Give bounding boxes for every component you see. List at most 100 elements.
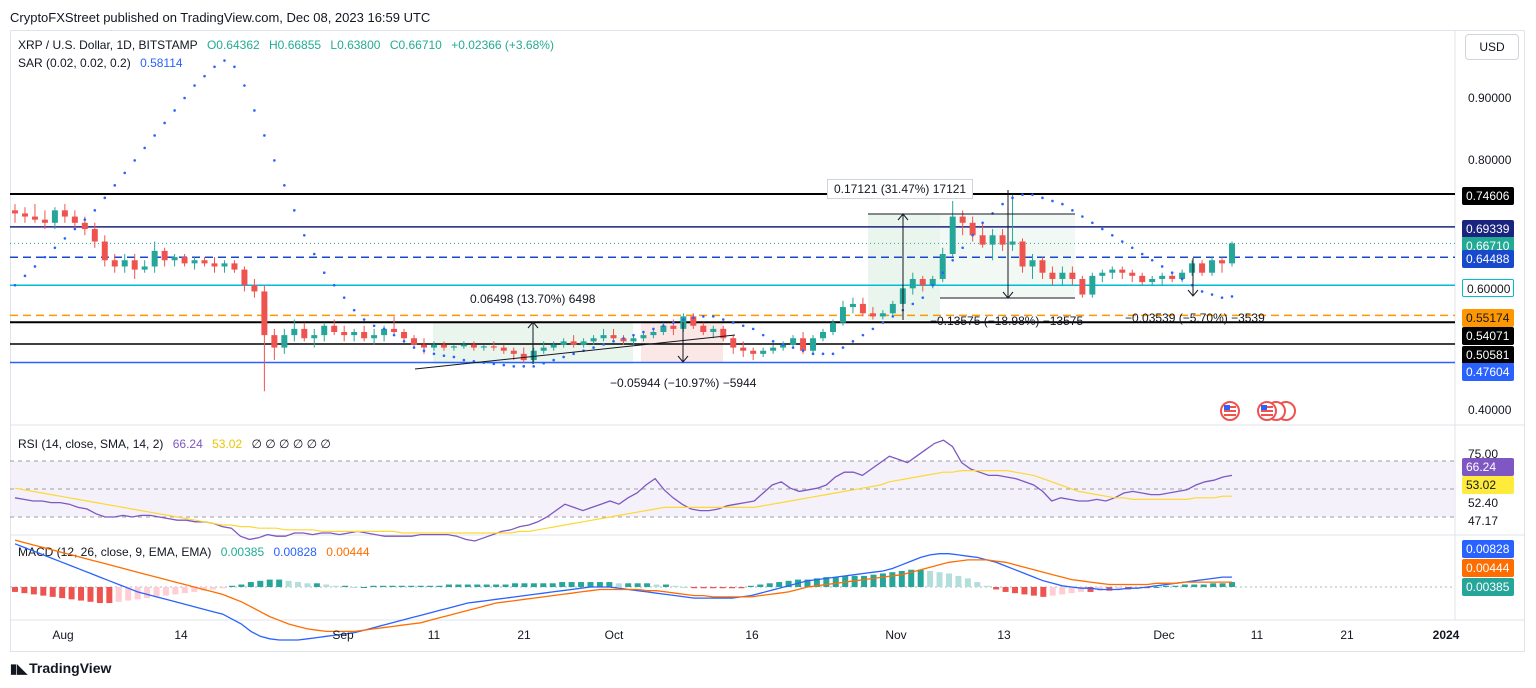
rsi-legend[interactable]: RSI (14, close, SMA, 14, 2) 66.24 53.02 … <box>18 437 337 451</box>
macd-hist-bar <box>59 587 66 599</box>
candle-body <box>1189 263 1196 273</box>
candle <box>650 328 657 339</box>
macd-hist-bar <box>653 584 660 587</box>
sar-dot <box>93 209 97 212</box>
candle-body <box>530 350 537 361</box>
sar-dot <box>711 315 715 318</box>
candle-body <box>570 341 577 345</box>
candle-body <box>490 346 497 348</box>
candle <box>1069 266 1076 286</box>
sar-dot <box>951 258 954 262</box>
macd-hist-bar <box>1181 584 1188 587</box>
candle <box>710 325 717 339</box>
candle-body <box>1209 260 1216 273</box>
sar-dot <box>542 361 545 365</box>
candle-body <box>301 328 308 339</box>
candle <box>560 338 567 348</box>
candle-body <box>480 346 487 348</box>
macd-hist-bar <box>1200 584 1207 587</box>
macd-hist-bar <box>228 585 235 587</box>
price-tag: 0.47604 <box>1462 363 1514 381</box>
candle-body <box>311 335 318 339</box>
candle-body <box>919 278 926 286</box>
candle <box>530 347 537 364</box>
tradingview-logo[interactable]: ▮◣ TradingView <box>10 660 111 677</box>
candle-body <box>1179 272 1186 279</box>
sar-dot <box>811 352 815 356</box>
macd-hist-bar <box>549 583 556 587</box>
candle-body <box>510 350 517 354</box>
candle <box>191 257 198 270</box>
sar-dot <box>1120 240 1124 243</box>
candle-body <box>1149 278 1156 283</box>
candle-body <box>750 350 757 354</box>
candle-body <box>1229 243 1235 264</box>
sar-dot <box>1031 193 1034 197</box>
macd-hist-bar <box>153 587 160 597</box>
candle <box>730 335 737 354</box>
candle-body <box>1039 260 1046 273</box>
currency-button[interactable]: USD <box>1465 34 1519 60</box>
chart-frame <box>10 30 1525 652</box>
sar-dot <box>761 333 765 337</box>
candle-body <box>820 332 827 339</box>
change-value: +0.02366 (+3.68%) <box>451 38 554 52</box>
rsi-lines <box>14 439 1233 542</box>
symbol-label[interactable]: XRP / U.S. Dollar, 1D, BITSTAMP <box>18 38 198 52</box>
macd-legend[interactable]: MACD (12, 26, close, 9, EMA, EMA) 0.0038… <box>18 545 376 559</box>
sar-dot <box>432 352 436 356</box>
candle-body <box>131 260 138 270</box>
sar-dot <box>821 352 825 356</box>
macd-hist-bar <box>955 575 962 587</box>
candle <box>510 347 517 361</box>
macd-hist-bar <box>313 583 320 587</box>
macd-hist-bar <box>30 587 37 595</box>
sar-dot <box>183 96 186 100</box>
sar-dot <box>412 346 416 349</box>
x-tick: 11 <box>1250 628 1264 642</box>
sar-dot <box>302 233 306 237</box>
macd-hist-bar <box>502 584 509 587</box>
candle <box>939 247 946 283</box>
sar-legend[interactable]: SAR (0.02, 0.02, 0.2) 0.58114 <box>18 56 189 70</box>
candle <box>1159 272 1166 286</box>
sar-dot <box>213 65 216 69</box>
sar-dot <box>332 283 336 287</box>
candle-body <box>1099 272 1106 276</box>
sar-dot <box>682 318 685 321</box>
macd-hist-bar <box>68 587 75 600</box>
candle-body <box>211 263 218 267</box>
macd-hist-bar <box>1068 587 1075 594</box>
x-tick: 16 <box>745 628 759 642</box>
candle-body <box>111 260 118 267</box>
candle-body <box>51 210 58 223</box>
sar-dot <box>622 336 625 340</box>
macd-hist-bar <box>49 587 56 597</box>
candle-body <box>670 325 677 329</box>
candle-body <box>411 338 418 345</box>
candle <box>570 335 577 348</box>
candle <box>839 300 846 326</box>
sar-dot <box>1091 221 1094 225</box>
macd-hist-bar <box>983 585 990 587</box>
macd-hist-bar <box>247 582 254 587</box>
candle <box>41 210 48 230</box>
candle <box>281 328 288 354</box>
sar-dot <box>422 349 426 353</box>
candle <box>411 335 418 348</box>
macd-hist-bar <box>908 569 915 587</box>
sar-dot <box>612 340 615 343</box>
candle <box>1199 260 1206 276</box>
candle-body <box>171 257 178 261</box>
sar-dot <box>382 327 386 331</box>
candle <box>111 254 118 273</box>
macd-hist-bar <box>606 582 613 587</box>
candle <box>351 328 358 342</box>
candle <box>151 241 158 273</box>
sar-dot <box>502 363 506 367</box>
sar-dot <box>1210 293 1214 296</box>
candle <box>1039 257 1046 279</box>
brand-text: TradingView <box>29 660 112 676</box>
sar-dot <box>522 365 526 368</box>
